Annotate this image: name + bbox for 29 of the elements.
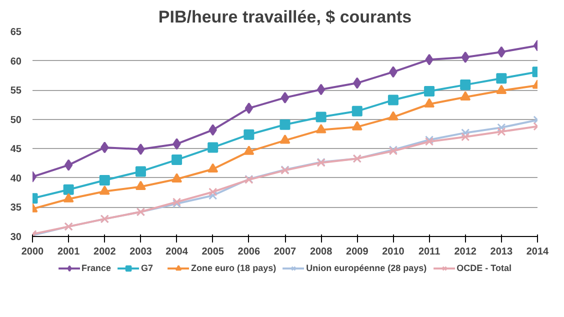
x-tick-label: 2009 — [346, 246, 369, 258]
x-tick-label: 2006 — [238, 246, 260, 258]
legend-label: Zone euro (18 pays) — [191, 262, 276, 274]
x-tick-label: 2008 — [310, 246, 333, 258]
x-tick-label: 2014 — [526, 246, 550, 258]
y-tick-label: 35 — [10, 202, 22, 214]
x-tick-label: 2012 — [454, 246, 477, 258]
y-tick-label: 30 — [10, 232, 22, 243]
y-tick-label: 40 — [10, 173, 22, 184]
x-tick-label: 2005 — [202, 246, 224, 258]
x-tick-label: 2011 — [418, 246, 441, 258]
x-tick-label: 2000 — [21, 246, 44, 258]
x-tick-label: 2002 — [94, 246, 116, 258]
y-tick-label: 50 — [10, 114, 22, 126]
x-tick-label: 2001 — [57, 246, 80, 258]
x-tick-label: 2007 — [274, 246, 297, 258]
y-tick-label: 65 — [10, 27, 22, 38]
x-tick-label: 2004 — [166, 246, 188, 258]
legend-label: OCDE - Total — [456, 262, 512, 274]
legend-label: France — [82, 262, 112, 274]
legend-label: G7 — [141, 262, 154, 274]
y-tick-label: 45 — [10, 144, 22, 156]
x-tick-label: 2010 — [382, 246, 405, 258]
x-tick-label: 2003 — [130, 246, 152, 258]
legend-label: Union européenne (28 pays) — [306, 262, 427, 274]
y-tick-label: 55 — [10, 86, 22, 97]
chart-title: PIB/heure travaillée, $ courants — [158, 8, 412, 26]
x-tick-label: 2013 — [490, 246, 513, 258]
y-tick-label: 60 — [10, 56, 22, 68]
